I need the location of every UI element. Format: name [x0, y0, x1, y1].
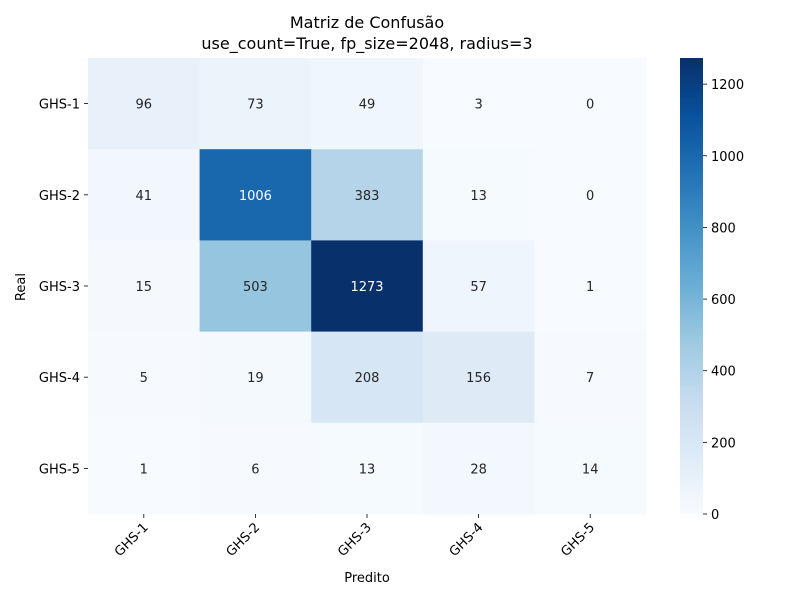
- heatmap-cells: [88, 58, 647, 515]
- cell-value-label: 41: [136, 189, 153, 204]
- heatmap-cell: [199, 58, 312, 150]
- cell-value-label: 6: [251, 462, 259, 477]
- cell-value-label: 1273: [350, 280, 383, 295]
- cell-value-label: 503: [243, 280, 268, 295]
- cell-value-label: 0: [586, 189, 594, 204]
- cell-value-label: 3: [474, 98, 482, 113]
- heatmap-cell: [199, 331, 312, 424]
- cell-value-label: 73: [247, 98, 264, 113]
- heatmap-cell: [88, 422, 201, 515]
- heatmap-cell: [534, 422, 647, 515]
- cell-value-label: 19: [247, 371, 264, 386]
- heatmap-cell: [534, 149, 647, 241]
- heatmap-cell: [88, 240, 201, 333]
- y-axis-ticks: GHS-1 GHS-2 GHS-3 GHS-4 GHS-5: [39, 98, 88, 477]
- cell-value-label: 15: [136, 280, 153, 295]
- cell-value-label: 0: [586, 98, 594, 113]
- cell-value-label: 1: [140, 462, 148, 477]
- colorbar-tick-label: 200: [711, 436, 736, 451]
- x-tick-label: GHS-3: [335, 520, 375, 560]
- x-axis-label: Predito: [344, 571, 390, 586]
- colorbar: [680, 58, 703, 514]
- heatmap-cell-labels: 96 73 49 3 041 1006 383 13 015 503 1273 57 15 19 208 15…: [136, 98, 599, 478]
- y-tick-label: GHS-3: [39, 280, 80, 295]
- colorbar-tick-label: 1200: [711, 78, 744, 93]
- heatmap-cell: [311, 331, 424, 424]
- x-axis-ticks: GHS-1 GHS-2 GHS-3 GHS-4 GHS-5: [112, 514, 598, 560]
- heatmap-cell: [311, 58, 424, 150]
- cell-value-label: 156: [466, 371, 491, 386]
- heatmap-cell: [88, 149, 201, 241]
- cell-value-label: 13: [359, 462, 376, 477]
- colorbar-tick-label: 400: [711, 365, 736, 380]
- cell-value-label: 7: [586, 371, 594, 386]
- cell-value-label: 96: [136, 98, 153, 113]
- x-tick-label: GHS-4: [447, 520, 487, 560]
- heatmap-cell: [88, 331, 201, 424]
- colorbar-tick-label: 1000: [711, 150, 744, 165]
- cell-value-label: 5: [140, 371, 148, 386]
- heatmap-cell: [534, 58, 647, 150]
- heatmap-cell: [422, 149, 535, 241]
- heatmap-cell: [199, 240, 312, 333]
- cell-value-label: 1006: [239, 189, 272, 204]
- cell-value-label: 57: [470, 280, 487, 295]
- cell-value-label: 208: [355, 371, 380, 386]
- heatmap-cell: [199, 422, 312, 515]
- colorbar-tick-label: 800: [711, 221, 736, 236]
- x-tick-label: GHS-5: [558, 520, 598, 560]
- heatmap-cell: [199, 149, 312, 241]
- heatmap-cell: [534, 331, 647, 424]
- cell-value-label: 383: [355, 189, 380, 204]
- heatmap-cell: [311, 240, 424, 333]
- chart-subtitle: use_count=True, fp_size=2048, radius=3: [201, 34, 532, 54]
- cell-value-label: 14: [582, 462, 599, 477]
- colorbar-tick-label: 0: [711, 508, 719, 523]
- colorbar-ticks: 0 200 400 600 800 1000 1200: [703, 78, 744, 523]
- cell-value-label: 13: [470, 189, 487, 204]
- y-tick-label: GHS-2: [39, 189, 80, 204]
- heatmap-cell: [311, 422, 424, 515]
- heatmap-cell: [422, 240, 535, 333]
- x-tick-label: GHS-2: [224, 520, 264, 560]
- y-tick-label: GHS-5: [39, 462, 80, 477]
- y-tick-label: GHS-4: [39, 371, 80, 386]
- colorbar-tick-label: 600: [711, 293, 736, 308]
- chart-title: Matriz de Confusão: [290, 13, 444, 32]
- heatmap-cell: [311, 149, 424, 241]
- y-axis-label: Real: [14, 273, 29, 301]
- x-tick-label: GHS-1: [112, 520, 152, 560]
- heatmap-cell: [534, 240, 647, 333]
- y-tick-label: GHS-1: [39, 98, 80, 113]
- heatmap-cell: [422, 58, 535, 150]
- cell-value-label: 49: [359, 98, 376, 113]
- cell-value-label: 1: [586, 280, 594, 295]
- heatmap-cell: [422, 331, 535, 424]
- heatmap-cell: [422, 422, 535, 515]
- colorbar-gradient: [680, 58, 703, 514]
- cell-value-label: 28: [470, 462, 487, 477]
- heatmap-cell: [88, 58, 201, 150]
